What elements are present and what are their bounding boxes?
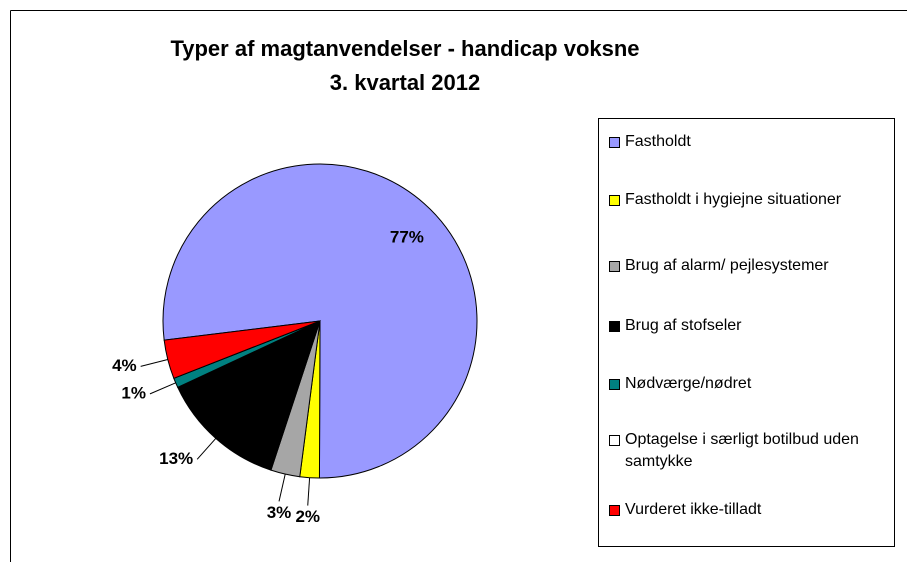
data-label: 77% (390, 228, 424, 247)
legend-swatch (609, 435, 620, 446)
data-label: 4% (112, 356, 137, 375)
leader-line (278, 473, 286, 502)
legend-swatch (609, 505, 620, 516)
data-label: 1% (121, 383, 146, 402)
legend-swatch (609, 379, 620, 390)
legend-entry: Nødværge/nødret (609, 373, 905, 395)
legend-label: Vurderet ikke-tilladt (625, 501, 762, 518)
chart-subtitle: 3. kvartal 2012 (330, 70, 480, 95)
data-label: 2% (295, 507, 320, 526)
data-label: 13% (159, 449, 193, 468)
legend-swatch (609, 321, 620, 332)
legend-swatch (609, 261, 620, 272)
legend-label: Optagelse i særligt botilbud uden samtyk… (625, 431, 859, 470)
legend-entry: Brug af alarm/ pejlesystemer (609, 255, 905, 277)
legend-label: Nødværge/nødret (625, 375, 752, 392)
chart-title: Typer af magtanvendelser - handicap voks… (170, 36, 639, 61)
legend-label: Brug af alarm/ pejlesystemer (625, 257, 829, 274)
legend-entry: Fastholdt (609, 131, 905, 153)
legend: Fastholdt Fastholdt i hygiejne situatione… (598, 118, 895, 547)
legend-swatch (609, 137, 620, 148)
leader-line (140, 359, 168, 367)
legend-swatch (609, 195, 620, 206)
leader-line (307, 477, 311, 506)
data-label: 3% (267, 503, 292, 522)
legend-label: Fastholdt i hygiejne situationer (625, 191, 842, 208)
legend-entry: Fastholdt i hygiejne situationer (609, 189, 905, 211)
legend-label: Fastholdt (625, 133, 691, 150)
legend-entry: Vurderet ikke-tilladt (609, 499, 905, 521)
legend-entry: Optagelse i særligt botilbud uden samtyk… (609, 429, 905, 473)
legend-label: Brug af stofseler (625, 317, 742, 334)
leader-line (196, 438, 217, 460)
pie-slice (162, 163, 478, 479)
leader-line (149, 382, 176, 395)
legend-entry: Brug af stofseler (609, 315, 905, 337)
pie-slice (177, 320, 321, 471)
